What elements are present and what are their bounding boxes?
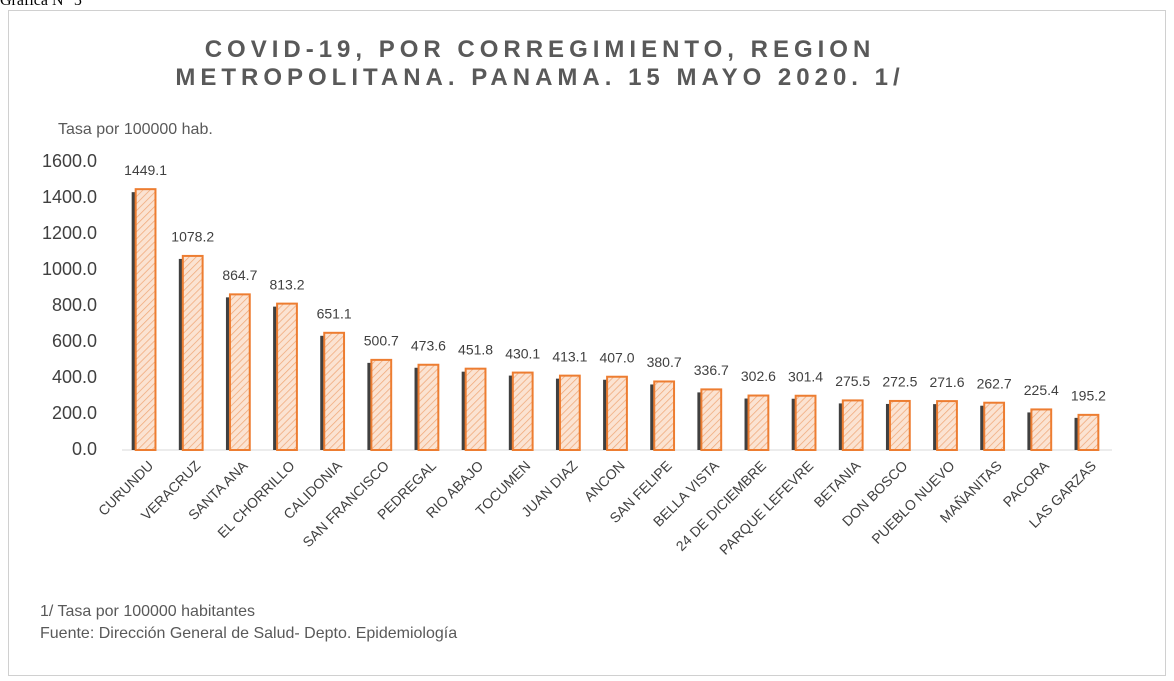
data-label: 225.4 <box>1024 382 1059 398</box>
bar-side <box>178 258 183 450</box>
x-tick-label: PARQUE LEFEVRE <box>716 457 816 557</box>
data-label: 413.1 <box>552 348 587 364</box>
bar <box>888 399 911 452</box>
bar-side <box>885 403 890 450</box>
data-label: 301.4 <box>788 368 823 384</box>
y-tick-label: 0.0 <box>72 439 97 459</box>
bar <box>700 388 723 452</box>
source: Fuente: Dirección General de Salud- Dept… <box>40 625 458 642</box>
chart-frame <box>8 10 1166 676</box>
data-label: 380.7 <box>647 354 682 370</box>
y-tick-label: 1600.0 <box>42 151 97 171</box>
data-label: 430.1 <box>505 345 540 361</box>
bar <box>794 394 817 451</box>
data-label: 262.7 <box>977 375 1012 391</box>
bar-side <box>508 375 513 450</box>
bar-side <box>744 398 749 450</box>
caption: Gráfica N° 5 <box>0 0 82 9</box>
bar <box>370 358 393 451</box>
bar <box>276 302 298 451</box>
y-tick-label: 400.0 <box>52 367 97 387</box>
y-tick-label: 200.0 <box>52 403 97 423</box>
bar-side <box>697 392 702 450</box>
bar-side <box>1074 417 1079 450</box>
bar-side <box>1027 412 1032 450</box>
data-label: 813.2 <box>269 276 304 292</box>
bar-side <box>933 404 938 450</box>
data-label: 407.0 <box>599 349 634 365</box>
bar <box>134 188 157 452</box>
bar <box>464 367 487 451</box>
y-tick-label: 1000.0 <box>42 259 97 279</box>
y-axis-label: Tasa por 100000 hab. <box>58 121 213 138</box>
data-label: 500.7 <box>364 333 399 349</box>
y-tick-label: 600.0 <box>52 331 97 351</box>
data-label: 1078.2 <box>171 229 214 245</box>
footnote: 1/ Tasa por 100000 habitantes <box>40 603 255 620</box>
bar <box>228 293 251 451</box>
data-label: 275.5 <box>835 373 870 389</box>
x-tick-label: 24 DE DICIEMBRE <box>673 457 770 554</box>
bar-side <box>131 192 136 451</box>
data-label: 473.6 <box>411 337 446 353</box>
bar-side <box>838 403 843 450</box>
bar <box>558 374 581 451</box>
bar <box>417 363 440 452</box>
bar <box>983 401 1006 451</box>
bar <box>323 331 346 451</box>
chart-title: COVID-19, POR CORREGIMIENTO, REGION METR… <box>175 36 905 91</box>
data-label: 272.5 <box>882 374 917 390</box>
bar-side <box>414 367 419 450</box>
data-label: 451.8 <box>458 341 493 357</box>
data-label: 302.6 <box>741 368 776 384</box>
bar <box>1077 413 1100 452</box>
bar-side <box>225 297 230 450</box>
y-tick-label: 1200.0 <box>42 223 97 243</box>
x-tick-label: SAN FRANCISCO <box>299 457 392 550</box>
bar <box>653 380 676 451</box>
bar <box>936 400 958 451</box>
bar-side <box>555 378 560 450</box>
data-label: 271.6 <box>929 374 964 390</box>
bar-side <box>650 384 655 450</box>
bar-side <box>367 362 372 450</box>
bar-side <box>791 398 796 450</box>
bar <box>841 399 864 452</box>
bar-side <box>273 306 278 450</box>
data-label: 1449.1 <box>124 162 167 178</box>
bar-side <box>980 405 985 450</box>
bar <box>181 254 204 451</box>
data-label: 195.2 <box>1071 388 1106 404</box>
data-label: 651.1 <box>317 306 352 322</box>
y-tick-label: 1400.0 <box>42 187 97 207</box>
data-label: 864.7 <box>222 267 257 283</box>
bar <box>511 371 534 451</box>
y-tick-label: 800.0 <box>52 295 97 315</box>
x-tick-label: PUEBLO NUEVO <box>868 457 958 547</box>
bar <box>606 375 628 451</box>
data-label: 336.7 <box>694 362 729 378</box>
bar-side <box>461 371 466 450</box>
x-tick-label: ANCON <box>581 457 628 504</box>
bar-side <box>320 335 325 450</box>
bar <box>1030 408 1053 452</box>
bar-side <box>603 379 608 450</box>
bar <box>747 394 770 452</box>
